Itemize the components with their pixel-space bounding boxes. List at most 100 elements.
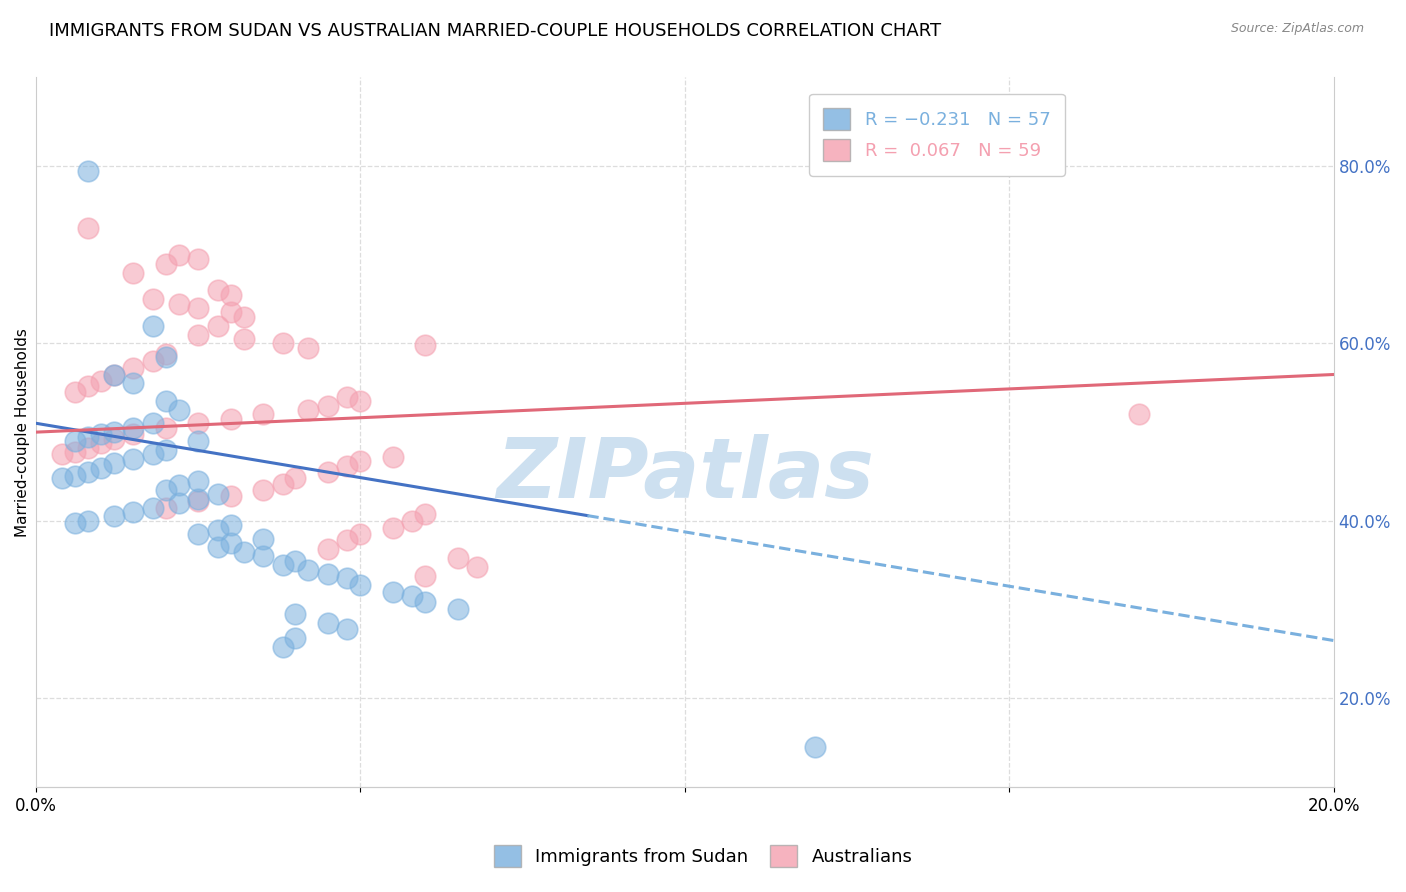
Point bbox=[103, 456, 125, 470]
Point bbox=[155, 420, 177, 434]
Point bbox=[51, 471, 73, 485]
Point bbox=[122, 426, 145, 441]
Point bbox=[447, 551, 470, 566]
Point bbox=[349, 453, 371, 467]
Point bbox=[51, 447, 73, 461]
Point bbox=[447, 602, 470, 616]
Point bbox=[381, 521, 404, 535]
Point bbox=[252, 549, 274, 564]
Point bbox=[413, 507, 436, 521]
Point bbox=[271, 476, 294, 491]
Point bbox=[63, 516, 86, 530]
Point bbox=[76, 514, 98, 528]
Point bbox=[103, 432, 125, 446]
Point bbox=[122, 376, 145, 391]
Point bbox=[297, 341, 319, 355]
Legend: R = −0.231   N = 57, R =  0.067   N = 59: R = −0.231 N = 57, R = 0.067 N = 59 bbox=[808, 94, 1066, 176]
Point bbox=[155, 350, 177, 364]
Point bbox=[219, 518, 242, 533]
Point bbox=[207, 283, 229, 297]
Point bbox=[413, 338, 436, 352]
Point bbox=[63, 434, 86, 448]
Point bbox=[167, 478, 190, 492]
Point bbox=[271, 336, 294, 351]
Point bbox=[207, 523, 229, 537]
Point bbox=[103, 425, 125, 439]
Point bbox=[413, 569, 436, 583]
Point bbox=[284, 631, 307, 645]
Point bbox=[252, 483, 274, 497]
Point bbox=[336, 533, 359, 548]
Point bbox=[232, 310, 254, 324]
Point bbox=[381, 584, 404, 599]
Point bbox=[167, 296, 190, 310]
Point bbox=[187, 252, 209, 267]
Point bbox=[142, 500, 165, 515]
Point bbox=[142, 318, 165, 333]
Y-axis label: Married-couple Households: Married-couple Households bbox=[15, 327, 31, 537]
Point bbox=[316, 615, 339, 630]
Point bbox=[63, 444, 86, 458]
Point bbox=[187, 301, 209, 315]
Point bbox=[76, 465, 98, 479]
Point bbox=[207, 541, 229, 555]
Point bbox=[349, 577, 371, 591]
Point bbox=[103, 368, 125, 382]
Point bbox=[167, 496, 190, 510]
Point bbox=[316, 542, 339, 557]
Point bbox=[90, 435, 112, 450]
Point bbox=[219, 412, 242, 426]
Point bbox=[187, 417, 209, 431]
Point bbox=[219, 536, 242, 550]
Point bbox=[187, 494, 209, 508]
Point bbox=[349, 394, 371, 409]
Point bbox=[336, 622, 359, 636]
Point bbox=[316, 567, 339, 582]
Point bbox=[252, 408, 274, 422]
Text: Source: ZipAtlas.com: Source: ZipAtlas.com bbox=[1230, 22, 1364, 36]
Text: IMMIGRANTS FROM SUDAN VS AUSTRALIAN MARRIED-COUPLE HOUSEHOLDS CORRELATION CHART: IMMIGRANTS FROM SUDAN VS AUSTRALIAN MARR… bbox=[49, 22, 942, 40]
Point bbox=[187, 474, 209, 488]
Point bbox=[142, 417, 165, 431]
Point bbox=[284, 607, 307, 621]
Point bbox=[207, 487, 229, 501]
Point bbox=[155, 483, 177, 497]
Point bbox=[155, 257, 177, 271]
Point bbox=[63, 469, 86, 483]
Point bbox=[401, 589, 423, 603]
Point bbox=[271, 640, 294, 654]
Point bbox=[76, 441, 98, 455]
Point bbox=[76, 379, 98, 393]
Point bbox=[122, 505, 145, 519]
Point bbox=[142, 292, 165, 306]
Point bbox=[803, 739, 825, 754]
Point bbox=[316, 465, 339, 479]
Point bbox=[122, 420, 145, 434]
Point bbox=[187, 527, 209, 541]
Point bbox=[316, 399, 339, 413]
Point bbox=[76, 163, 98, 178]
Point bbox=[284, 554, 307, 568]
Point bbox=[155, 347, 177, 361]
Point bbox=[187, 327, 209, 342]
Point bbox=[90, 426, 112, 441]
Point bbox=[336, 458, 359, 473]
Point bbox=[232, 545, 254, 559]
Point bbox=[284, 471, 307, 485]
Point bbox=[167, 403, 190, 417]
Point bbox=[155, 394, 177, 409]
Point bbox=[349, 527, 371, 541]
Point bbox=[187, 491, 209, 506]
Point bbox=[167, 248, 190, 262]
Point bbox=[90, 460, 112, 475]
Point bbox=[63, 385, 86, 400]
Point bbox=[122, 266, 145, 280]
Point bbox=[122, 361, 145, 376]
Point bbox=[187, 434, 209, 448]
Point bbox=[232, 332, 254, 346]
Text: ZIPatlas: ZIPatlas bbox=[496, 434, 873, 516]
Point bbox=[122, 451, 145, 466]
Point bbox=[1128, 408, 1150, 422]
Point bbox=[155, 500, 177, 515]
Point bbox=[271, 558, 294, 573]
